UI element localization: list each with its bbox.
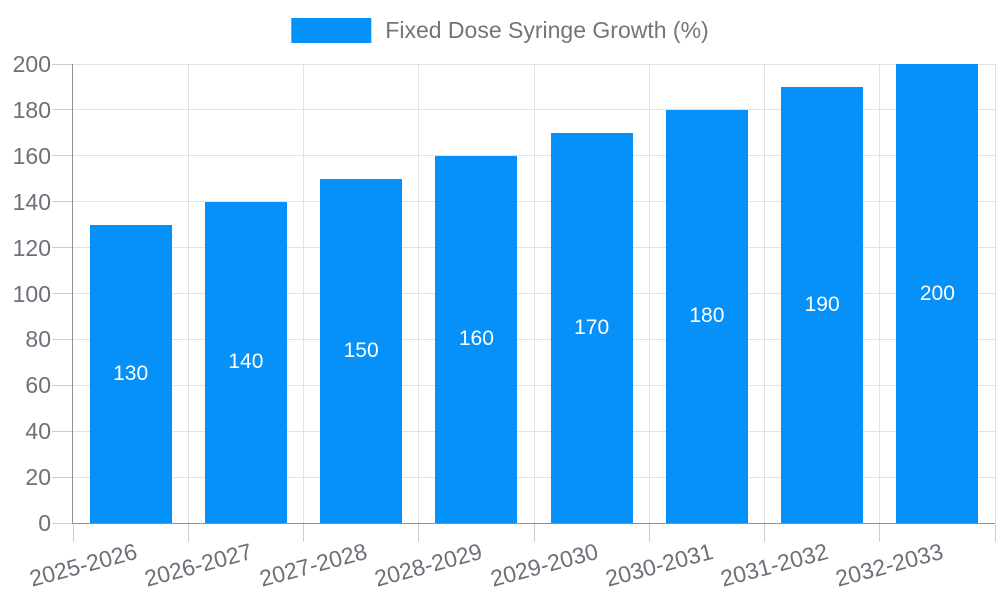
gridline-vertical <box>533 64 535 523</box>
bar-value-label: 190 <box>804 292 840 316</box>
gridline-vertical <box>187 64 189 523</box>
x-axis-label: 2028-2029 <box>372 538 486 592</box>
y-axis-label: 140 <box>12 188 51 215</box>
gridline-vertical <box>648 64 650 523</box>
y-axis-tick <box>52 384 72 386</box>
x-axis-tick <box>994 524 996 542</box>
bar[interactable]: 140 <box>204 201 287 523</box>
bar[interactable]: 160 <box>435 155 518 523</box>
gridline-vertical <box>879 64 881 523</box>
y-axis-label: 100 <box>12 280 51 307</box>
gridline-vertical <box>994 64 996 523</box>
y-axis-label: 0 <box>38 510 51 536</box>
x-axis-label: 2026-2027 <box>141 538 255 592</box>
gridline-vertical <box>303 64 304 523</box>
y-axis-label: 20 <box>25 464 51 491</box>
x-axis-tick <box>648 524 650 542</box>
y-axis-tick <box>52 430 72 432</box>
y-axis-tick <box>52 155 72 157</box>
y-axis-tick <box>52 476 72 478</box>
y-axis-label: 40 <box>25 418 51 445</box>
gridline-vertical <box>764 64 765 523</box>
plot-area: 130 140 150 160 170 180 190 200 <box>52 63 996 542</box>
gridline-vertical <box>418 64 420 523</box>
bar[interactable]: 150 <box>320 178 403 523</box>
bar-value-label: 200 <box>919 281 955 305</box>
legend-swatch-icon <box>291 17 372 43</box>
y-axis-tick <box>52 522 72 524</box>
y-axis-label: 180 <box>12 96 51 123</box>
bar[interactable]: 180 <box>665 109 748 523</box>
y-axis-label: 80 <box>25 326 51 353</box>
x-axis-tick <box>533 524 535 542</box>
x-axis-tick <box>303 524 304 542</box>
y-axis-label: 120 <box>12 234 51 261</box>
y-axis-label: 160 <box>12 142 51 169</box>
y-axis-tick <box>52 201 72 203</box>
bar-value-label: 160 <box>458 327 494 351</box>
x-axis-label: 2030-2031 <box>602 538 716 592</box>
x-axis-label: 2032-2033 <box>833 538 947 592</box>
bar-value-label: 150 <box>343 338 379 362</box>
y-axis-tick <box>52 338 72 340</box>
y-axis-tick <box>52 247 72 249</box>
y-axis-label: 200 <box>12 51 51 77</box>
x-axis-label: 2031-2032 <box>717 538 831 592</box>
x-axis-tick <box>187 524 189 542</box>
x-axis-label: 2029-2030 <box>487 538 601 592</box>
x-axis-tick <box>879 524 881 542</box>
legend-label: Fixed Dose Syringe Growth (%) <box>385 17 709 43</box>
bar-value-label: 180 <box>689 304 725 328</box>
bar[interactable]: 130 <box>89 224 172 523</box>
x-axis-tick <box>72 524 74 542</box>
y-axis-tick <box>52 109 72 111</box>
x-axis-tick <box>418 524 420 542</box>
x-axis-label: 2027-2028 <box>256 538 370 592</box>
x-axis-label: 2025-2026 <box>26 538 140 592</box>
y-axis-label: 60 <box>25 372 51 399</box>
y-axis-tick <box>52 293 72 294</box>
bar-value-label: 140 <box>228 350 264 374</box>
bar[interactable]: 190 <box>781 86 864 523</box>
y-axis-tick <box>52 63 72 65</box>
x-axis-tick <box>764 524 765 542</box>
bar[interactable]: 170 <box>550 132 633 523</box>
bar[interactable]: 200 <box>896 64 979 523</box>
legend-item[interactable]: Fixed Dose Syringe Growth (%) <box>291 16 709 44</box>
bar-value-label: 170 <box>574 315 610 339</box>
bar-value-label: 130 <box>113 361 149 385</box>
